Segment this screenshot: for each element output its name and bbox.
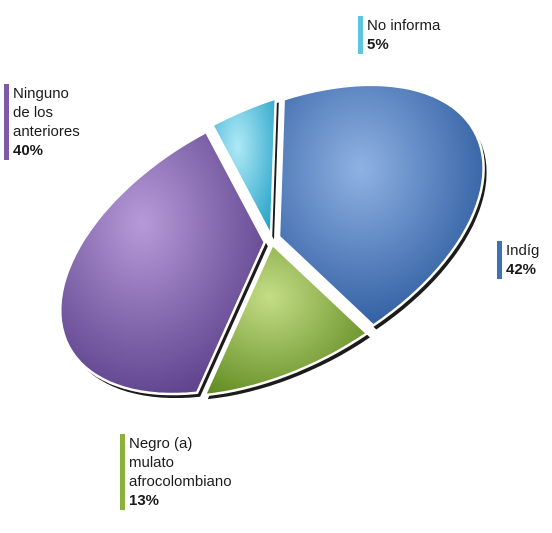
slice-value-label: 42%	[506, 261, 537, 278]
slice-label-text: afrocolombiano	[129, 473, 232, 490]
slice-label-no-informa: No informa 5%	[358, 16, 440, 54]
slice-value-label: 13%	[129, 492, 160, 509]
slice-label-negro: Negro (a) mulato afrocolombiano 13%	[120, 434, 232, 510]
slice-value-label: 40%	[13, 142, 44, 159]
pie-slice-ninguno	[59, 130, 267, 396]
slice-label-ninguno: Ninguno de los anteriores 40%	[4, 84, 80, 160]
slice-label-text: anteriores	[13, 123, 80, 140]
slice-label-text: No informa	[367, 17, 441, 34]
slice-value-label: 5%	[367, 36, 389, 53]
slice-label-text: mulato	[129, 454, 175, 471]
slice-label-text: Indíg	[506, 242, 540, 259]
slice-label-text: Ninguno	[13, 85, 69, 102]
pie-slice-noinforma	[211, 97, 278, 237]
slice-label-text: Negro (a)	[129, 435, 193, 452]
pie-slice-negro	[203, 243, 369, 397]
slice-label-indigena: Indíg 42%	[497, 241, 539, 279]
pie-slice-indig	[277, 83, 485, 327]
slice-label-text: de los	[13, 104, 54, 121]
